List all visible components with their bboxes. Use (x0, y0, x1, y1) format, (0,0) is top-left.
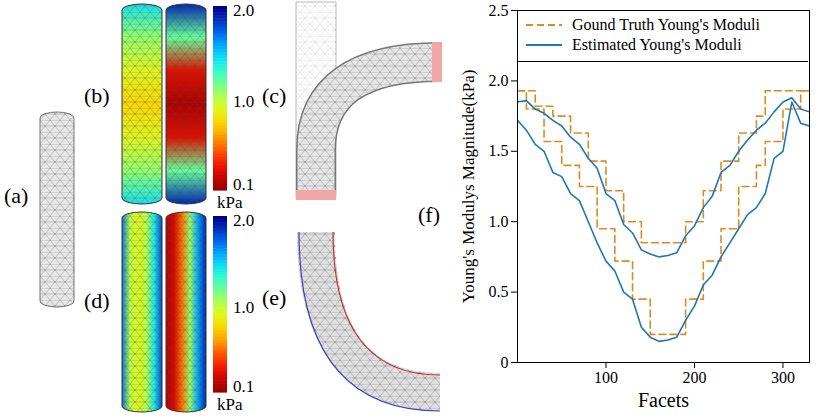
svg-text:(c): (c) (262, 83, 286, 108)
svg-text:2.0: 2.0 (233, 1, 254, 20)
svg-text:2.0: 2.0 (233, 211, 254, 230)
svg-text:0.1: 0.1 (233, 377, 254, 396)
svg-text:Young's Modulys Magnitude(kPa): Young's Modulys Magnitude(kPa) (459, 70, 478, 304)
svg-text:0.5: 0.5 (489, 283, 509, 300)
html-text:Gound Truth Young's Moduli: Gound Truth Young's Moduli (572, 16, 760, 33)
svg-text:1.0: 1.0 (233, 92, 254, 111)
svg-text:100: 100 (594, 369, 618, 386)
svg-text:(b): (b) (84, 83, 110, 108)
svg-text:(f): (f) (418, 202, 440, 227)
svg-text:0: 0 (501, 354, 509, 371)
svg-text:200: 200 (682, 369, 706, 386)
svg-text:1.5: 1.5 (489, 142, 509, 159)
svg-text:kPa: kPa (217, 193, 243, 212)
svg-text:2.0: 2.0 (489, 72, 509, 89)
svg-text:Facets: Facets (638, 389, 689, 411)
svg-text:kPa: kPa (217, 395, 243, 414)
svg-text:1.0: 1.0 (489, 213, 509, 230)
svg-text:2.5: 2.5 (489, 2, 509, 19)
html-text:Estimated Young's Moduli: Estimated Young's Moduli (572, 36, 742, 53)
svg-text:0.1: 0.1 (233, 175, 254, 194)
svg-text:(a): (a) (4, 183, 28, 208)
svg-text:(d): (d) (84, 288, 110, 313)
svg-text:(e): (e) (262, 285, 286, 310)
svg-text:1.0: 1.0 (233, 298, 254, 317)
svg-text:300: 300 (771, 369, 795, 386)
